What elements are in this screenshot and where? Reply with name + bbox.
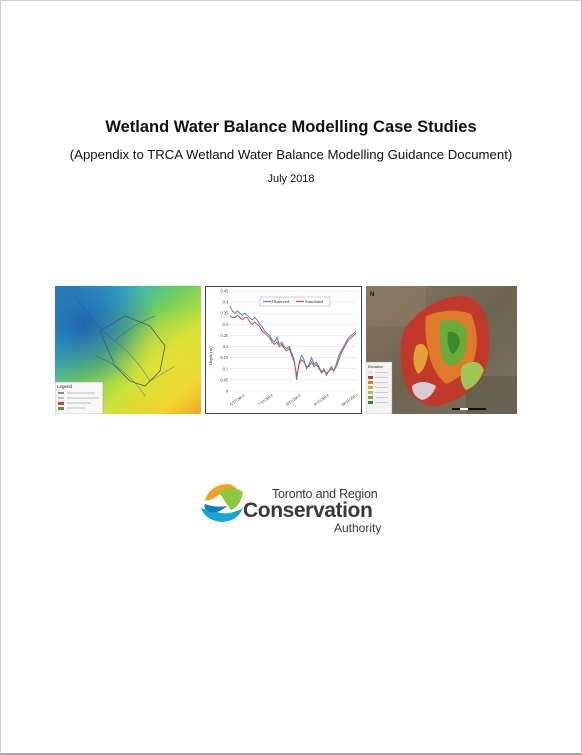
series-line-simulated [229, 314, 357, 376]
scale-bar [452, 408, 486, 410]
north-arrow: N [370, 292, 374, 298]
depth-legend-title: Elevation [368, 365, 383, 369]
trca-logo-mark [201, 484, 243, 522]
legend-simulated: Simulated [305, 299, 324, 304]
logo-text-line2: Conservation [243, 499, 373, 522]
logo-text-line3: Authority [334, 521, 382, 535]
y-tick-label: 0.45 [220, 289, 228, 294]
document-title: Wetland Water Balance Modelling Case Stu… [105, 118, 477, 136]
y-tick-label: 0.15 [220, 355, 228, 360]
document-subtitle: (Appendix to TRCA Wetland Water Balance … [69, 147, 513, 162]
legend-title: Legend [57, 384, 73, 389]
elevation-map-figure: Legend [55, 286, 201, 414]
x-tick-label: 7/12/2013 [257, 393, 274, 407]
y-tick-label: 0.4 [223, 300, 229, 305]
depth-map-figure: N Elevation [366, 286, 517, 414]
y-axis-label: Depth (m) [208, 346, 213, 365]
document-date: July 2018 [267, 173, 315, 185]
x-tick-label: 6/17/2013 [229, 393, 246, 407]
x-tick-label: 8/11/2013 [285, 393, 302, 407]
x-tick-label: 10/11/2013 [340, 392, 358, 407]
trca-logo [201, 484, 243, 522]
hydrograph-chart: 0.45 0.4 0.35 0.3 0.25 0.2 0.15 0.1 0.05 0 Depth … [208, 289, 358, 408]
legend-observed: Observed [272, 299, 290, 304]
y-tick-label: 0.05 [220, 377, 228, 382]
series-line-observed [229, 306, 357, 380]
hydrograph-figure: 0.45 0.4 0.35 0.3 0.25 0.2 0.15 0.1 0.05 0 Depth … [205, 286, 362, 414]
y-tick-label: 0.3 [223, 322, 228, 327]
y-tick-label: 0.2 [223, 344, 228, 349]
y-tick-label: 0.1 [223, 366, 228, 371]
stream-network [74, 295, 176, 397]
x-tick-label: 9/15/2013 [313, 393, 330, 407]
logo-text-line1: Toronto and Region [272, 487, 378, 501]
y-tick-label: 0.35 [220, 311, 228, 316]
chart-legend [259, 296, 331, 307]
y-tick-label: 0 [226, 389, 228, 394]
watershed-boundary [99, 315, 166, 387]
y-tick-label: 0.25 [220, 333, 228, 338]
